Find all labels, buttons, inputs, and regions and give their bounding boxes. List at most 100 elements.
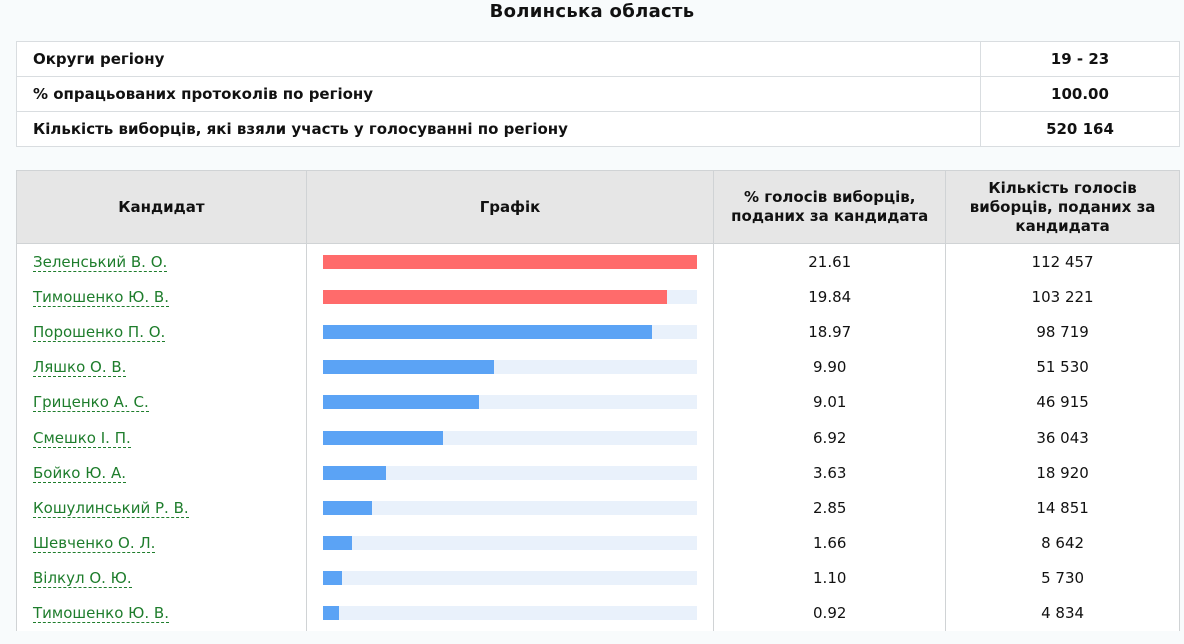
percent-cell: 18.97 <box>713 314 947 350</box>
candidate-link[interactable]: Гриценко А. С. <box>33 393 149 413</box>
vote-bar <box>322 606 339 621</box>
results-header-row: Кандидат Графік % голосів виборців, пода… <box>16 170 1180 244</box>
chart-cell <box>305 279 715 315</box>
percent-cell: 21.61 <box>713 243 947 280</box>
summary-label: % опрацьованих протоколів по регіону <box>16 76 981 112</box>
candidate-row: Смешко І. П. 6.92 36 043 <box>16 419 1180 456</box>
percent-cell: 9.90 <box>713 349 947 385</box>
vote-bar-track <box>322 254 698 269</box>
votes-cell: 98 719 <box>945 314 1180 350</box>
results-body: Зеленський В. О. 21.61 112 457 Тимошенко Ю.… <box>16 243 1180 632</box>
candidate-cell: Смешко І. П. <box>16 419 307 456</box>
votes-cell: 36 043 <box>945 419 1180 456</box>
candidate-cell: Ляшко О. В. <box>16 349 307 385</box>
percent-cell: 1.10 <box>713 560 947 596</box>
candidate-link[interactable]: Смешко І. П. <box>33 428 131 448</box>
chart-cell <box>305 419 715 456</box>
percent-cell: 19.84 <box>713 279 947 315</box>
vote-bar-track <box>322 465 698 480</box>
vote-bar <box>322 430 443 445</box>
results-table: Кандидат Графік % голосів виборців, пода… <box>16 170 1180 632</box>
votes-cell: 46 915 <box>945 384 1180 420</box>
candidate-link[interactable]: Зеленський В. О. <box>33 252 168 272</box>
chart-cell <box>305 243 715 280</box>
candidate-cell: Кошулинський Р. В. <box>16 490 307 526</box>
summary-label: Кількість виборців, які взяли участь у г… <box>16 111 981 147</box>
candidate-row: Зеленський В. О. 21.61 112 457 <box>16 243 1180 280</box>
candidate-cell: Тимошенко Ю. В. <box>16 279 307 315</box>
vote-bar-track <box>322 360 698 375</box>
percent-cell: 9.01 <box>713 384 947 420</box>
candidate-link[interactable]: Порошенко П. О. <box>33 322 166 342</box>
candidate-row: Тимошенко Ю. В. 0.92 4 834 <box>16 595 1180 632</box>
summary-value: 19 - 23 <box>980 41 1180 77</box>
vote-bar <box>322 395 479 410</box>
percent-cell: 2.85 <box>713 490 947 526</box>
percent-cell: 0.92 <box>713 595 947 632</box>
summary-row: % опрацьованих протоколів по регіону 100… <box>16 76 1180 112</box>
candidate-row: Порошенко П. О. 18.97 98 719 <box>16 314 1180 350</box>
candidate-cell: Тимошенко Ю. В. <box>16 595 307 632</box>
candidate-cell: Гриценко А. С. <box>16 384 307 420</box>
vote-bar <box>322 254 698 269</box>
percent-cell: 3.63 <box>713 455 947 491</box>
header-candidate: Кандидат <box>16 170 307 244</box>
vote-bar <box>322 465 386 480</box>
candidate-link[interactable]: Ляшко О. В. <box>33 358 127 378</box>
chart-cell <box>305 384 715 420</box>
candidate-row: Гриценко А. С. 9.01 46 915 <box>16 384 1180 420</box>
votes-cell: 5 730 <box>945 560 1180 596</box>
vote-bar-track <box>322 289 698 304</box>
vote-bar <box>322 289 667 304</box>
candidate-row: Тимошенко Ю. В. 19.84 103 221 <box>16 279 1180 315</box>
vote-bar-track <box>322 606 698 621</box>
candidate-link[interactable]: Вілкул О. Ю. <box>33 569 132 589</box>
candidate-row: Ляшко О. В. 9.90 51 530 <box>16 349 1180 385</box>
vote-bar <box>322 360 495 375</box>
chart-cell <box>305 490 715 526</box>
region-summary-table: Округи регіону 19 - 23 % опрацьованих пр… <box>16 41 1180 147</box>
candidate-row: Кошулинський Р. В. 2.85 14 851 <box>16 490 1180 526</box>
votes-cell: 18 920 <box>945 455 1180 491</box>
region-title: Волинська область <box>489 1 695 22</box>
chart-cell <box>305 525 715 561</box>
chart-cell <box>305 595 715 632</box>
candidate-row: Шевченко О. Л. 1.66 8 642 <box>16 525 1180 561</box>
vote-bar-track <box>322 500 698 515</box>
candidate-link[interactable]: Шевченко О. Л. <box>33 534 156 554</box>
summary-label: Округи регіону <box>16 41 981 77</box>
chart-cell <box>305 455 715 491</box>
candidate-cell: Бойко Ю. А. <box>16 455 307 491</box>
candidate-cell: Вілкул О. Ю. <box>16 560 307 596</box>
chart-cell <box>305 314 715 350</box>
vote-bar <box>322 324 652 339</box>
header-votes: Кількість голосів виборців, поданих за к… <box>945 170 1180 244</box>
candidate-link[interactable]: Тимошенко Ю. В. <box>33 604 169 624</box>
vote-bar-track <box>322 395 698 410</box>
votes-cell: 14 851 <box>945 490 1180 526</box>
vote-bar-track <box>322 536 698 551</box>
candidate-cell: Шевченко О. Л. <box>16 525 307 561</box>
percent-cell: 6.92 <box>713 419 947 456</box>
candidate-row: Бойко Ю. А. 3.63 18 920 <box>16 455 1180 491</box>
vote-bar-track <box>322 571 698 586</box>
header-chart: Графік <box>305 170 715 244</box>
summary-value: 100.00 <box>980 76 1180 112</box>
candidate-cell: Порошенко П. О. <box>16 314 307 350</box>
candidate-link[interactable]: Тимошенко Ю. В. <box>33 287 169 307</box>
candidate-link[interactable]: Бойко Ю. А. <box>33 463 126 483</box>
votes-cell: 112 457 <box>945 243 1180 280</box>
votes-cell: 51 530 <box>945 349 1180 385</box>
votes-cell: 8 642 <box>945 525 1180 561</box>
vote-bar <box>322 500 373 515</box>
votes-cell: 4 834 <box>945 595 1180 632</box>
summary-row: Кількість виборців, які взяли участь у г… <box>16 111 1180 147</box>
candidate-row: Вілкул О. Ю. 1.10 5 730 <box>16 560 1180 596</box>
candidate-link[interactable]: Кошулинський Р. В. <box>33 498 189 518</box>
vote-bar <box>322 571 342 586</box>
votes-cell: 103 221 <box>945 279 1180 315</box>
chart-cell <box>305 560 715 596</box>
vote-bar <box>322 536 352 551</box>
candidate-cell: Зеленський В. О. <box>16 243 307 280</box>
summary-value: 520 164 <box>980 111 1180 147</box>
